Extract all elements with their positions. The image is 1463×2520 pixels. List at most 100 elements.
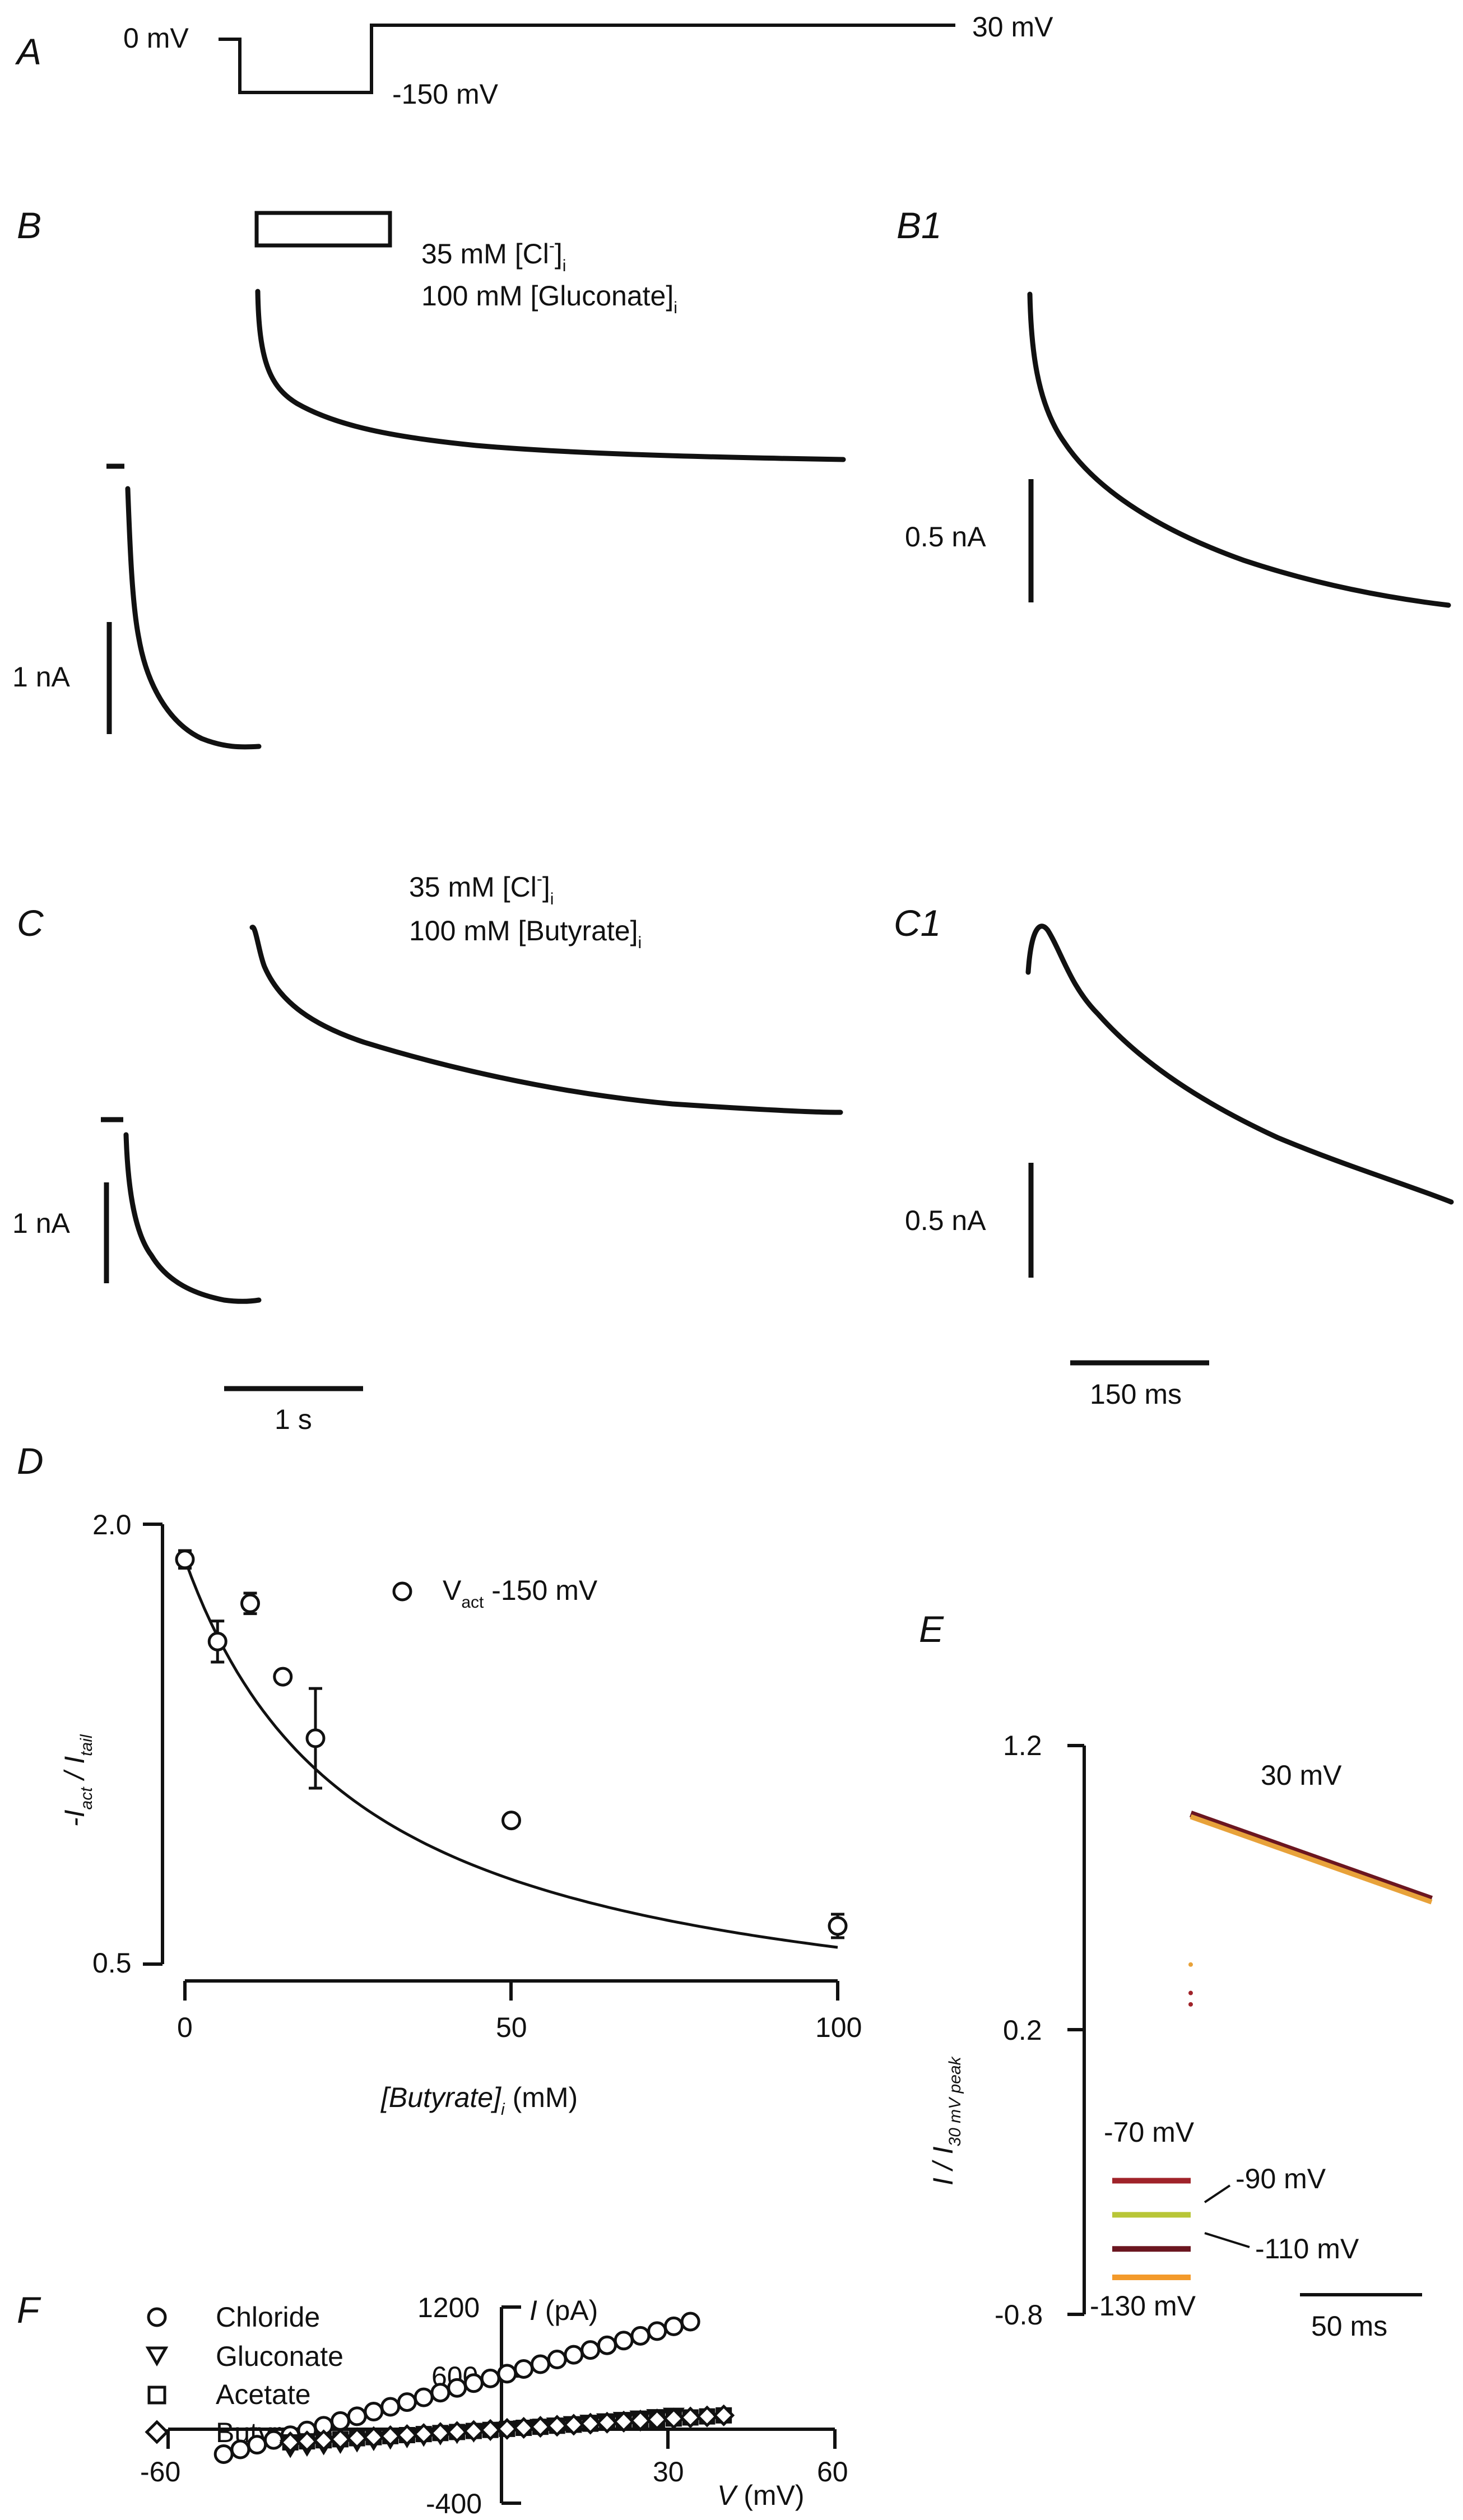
- f-point-butyrate-25: [696, 2405, 718, 2428]
- d-plot-area: [175, 1549, 848, 1949]
- f-point-butyrate-22: [646, 2408, 668, 2431]
- f-legend-label-gluconate: Gluconate: [216, 2341, 343, 2372]
- d-point-2: [240, 1593, 260, 1613]
- f-point-butyrate-8: [412, 2423, 435, 2445]
- d-point-6: [828, 1916, 848, 1936]
- f-point-butyrate-17: [563, 2414, 585, 2436]
- b-condition-anion: 100 mM [Gluconate]i: [421, 280, 677, 317]
- f-point-chloride-3: [263, 2430, 284, 2450]
- f-point-chloride-21: [564, 2345, 584, 2365]
- f-ytick-label-1200: 1200: [417, 2292, 480, 2323]
- protocol-test-label: 30 mV: [972, 11, 1053, 43]
- f-ytick-label-minus400: -400: [426, 2488, 482, 2519]
- f-point-chloride-23: [597, 2335, 617, 2355]
- f-point-butyrate-16: [546, 2415, 568, 2437]
- f-point-chloride-26: [647, 2321, 667, 2341]
- d-xtick-label-0: 0: [177, 2012, 193, 2043]
- f-legend-label-chloride: Chloride: [216, 2301, 320, 2333]
- f-point-chloride-11: [397, 2392, 417, 2412]
- panel-c1: C1 0.5 nA 150 ms: [894, 902, 1454, 1410]
- f-point-chloride-17: [497, 2364, 517, 2384]
- d-point-1: [207, 1631, 227, 1651]
- f-point-chloride-24: [614, 2331, 634, 2351]
- f-point-chloride-14: [447, 2378, 467, 2398]
- f-point-butyrate-26: [713, 2404, 735, 2426]
- f-point-chloride-2: [247, 2435, 267, 2455]
- f-point-chloride-27: [663, 2316, 684, 2336]
- stimulus-box: [254, 211, 392, 248]
- panel-a: A 0 mV -150 mV 30 mV: [15, 11, 1053, 110]
- d-point-3: [273, 1667, 293, 1687]
- f-point-butyrate-7: [396, 2424, 418, 2447]
- f-point-butyrate-11: [462, 2420, 485, 2442]
- c-tail-trace-right: [249, 925, 843, 1115]
- c1-scalebar-x-label: 150 ms: [1090, 1379, 1182, 1410]
- f-point-butyrate-20: [612, 2410, 635, 2433]
- c-condition-anion: 100 mM [Butyrate]i: [409, 915, 642, 952]
- f-point-butyrate-9: [429, 2422, 452, 2444]
- f-point-chloride-18: [514, 2359, 534, 2379]
- f-legend-marker-gluconate: [145, 2346, 169, 2367]
- panel-label-b: B: [17, 205, 41, 246]
- f-point-butyrate-2: [313, 2429, 335, 2452]
- d-legend-label: Vact -150 mV: [443, 1575, 598, 1612]
- f-point-chloride-7: [330, 2411, 350, 2431]
- e-ytick-label-bottom: -0.8: [995, 2299, 1043, 2331]
- e-trace-30mv-dark: [1189, 1811, 1433, 1902]
- f-legend-marker-butyrate: [145, 2420, 169, 2444]
- f-point-butyrate-13: [496, 2417, 518, 2440]
- f-point-chloride-15: [463, 2373, 484, 2393]
- e-label-minus90mv: -90 mV: [1236, 2163, 1326, 2194]
- e-label-30mv: 30 mV: [1261, 1760, 1342, 1791]
- b1-scalebar-label: 0.5 nA: [905, 521, 986, 553]
- c1-trace: [1025, 923, 1454, 1205]
- protocol-step-label: -150 mV: [392, 78, 499, 110]
- e-plot-area: [1112, 1811, 1433, 2281]
- d-xtick-label-100: 100: [815, 2012, 862, 2043]
- f-point-butyrate-19: [596, 2411, 618, 2434]
- panel-label-c1: C1: [894, 902, 941, 944]
- f-point-chloride-22: [580, 2340, 601, 2360]
- f-point-butyrate-23: [662, 2407, 685, 2430]
- f-point-butyrate-14: [513, 2416, 535, 2439]
- e-label-minus70mv: -70 mV: [1104, 2117, 1195, 2148]
- d-point-5: [501, 1811, 521, 1831]
- f-point-butyrate-24: [679, 2406, 702, 2429]
- f-point-chloride-12: [414, 2387, 434, 2407]
- f-y-axis-title: I (pA): [530, 2295, 598, 2326]
- panel-b: B 35 mM [Cl-]i 100 mM [Gluconate]i 1 nA: [12, 205, 846, 750]
- f-point-butyrate-4: [346, 2427, 368, 2449]
- d-ytick-label-bottom: 0.5: [92, 1947, 132, 1979]
- e-label-minus130mv: -130 mV: [1090, 2290, 1196, 2322]
- f-xtick-label-minus60: -60: [140, 2456, 180, 2487]
- c-scalebar-x-label: 1 s: [275, 1404, 312, 1435]
- d-fit-curve: [183, 1558, 838, 1949]
- d-legend-marker: [392, 1581, 412, 1602]
- f-point-butyrate-3: [329, 2428, 351, 2451]
- d-y-axis-title: -Iact / Itail: [59, 1734, 96, 1827]
- b-tail-trace-left: [125, 486, 262, 750]
- f-legend-label-acetate: Acetate: [216, 2379, 311, 2410]
- e-ytick-label-mid: 0.2: [1003, 2015, 1042, 2046]
- f-plot-area: [213, 2312, 735, 2465]
- panel-label-e: E: [919, 1608, 944, 1650]
- f-point-chloride-16: [480, 2368, 500, 2388]
- e-leader-minus90mv: [1204, 2184, 1231, 2203]
- f-point-chloride-13: [430, 2383, 450, 2403]
- c-tail-trace-left: [123, 1132, 262, 1304]
- b1-trace: [1027, 291, 1451, 608]
- panel-label-a: A: [15, 31, 41, 72]
- f-xtick-label-30: 30: [653, 2456, 684, 2487]
- protocol-hold-label: 0 mV: [123, 22, 189, 54]
- f-point-butyrate-18: [579, 2412, 602, 2435]
- f-legend-marker-acetate: [147, 2386, 166, 2405]
- e-dot-30mv-b: [1188, 1990, 1193, 1995]
- f-point-butyrate-6: [379, 2425, 402, 2447]
- d-point-4: [305, 1728, 326, 1748]
- f-legend-marker-chloride: [147, 2307, 167, 2327]
- b-scalebar-label: 1 nA: [12, 661, 71, 693]
- d-point-0: [175, 1549, 195, 1570]
- f-point-butyrate-21: [629, 2410, 652, 2432]
- f-point-butyrate-12: [479, 2419, 501, 2441]
